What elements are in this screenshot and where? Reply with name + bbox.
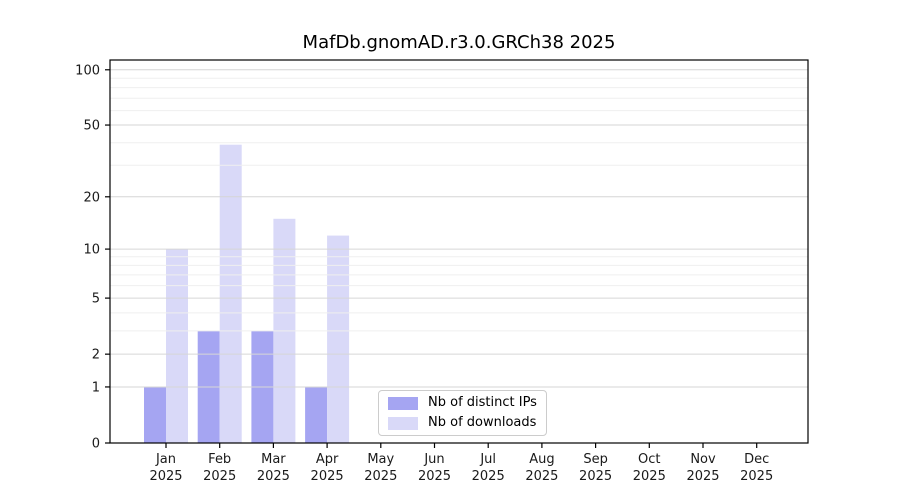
x-tick-label-year-dec: 2025 bbox=[740, 469, 773, 484]
legend-item-distinct-ips: Nb of distinct IPs bbox=[388, 395, 537, 412]
legend-swatch-downloads bbox=[388, 416, 418, 430]
x-tick-label-year-aug: 2025 bbox=[525, 469, 558, 484]
x-tick-label-month-jan: Jan bbox=[155, 452, 176, 467]
x-tick-label-year-nov: 2025 bbox=[686, 469, 719, 484]
y-tick-label-0: 0 bbox=[92, 437, 100, 452]
bar-nb-of-downloads-jan bbox=[166, 249, 188, 443]
x-tick-label-month-sep: Sep bbox=[583, 452, 608, 467]
legend-label-distinct-ips: Nb of distinct IPs bbox=[428, 395, 537, 410]
x-tick-label-year-jan: 2025 bbox=[149, 469, 182, 484]
x-tick-label-month-feb: Feb bbox=[208, 452, 231, 467]
y-tick-label-100: 100 bbox=[75, 63, 100, 78]
y-tick-label-50: 50 bbox=[83, 119, 100, 134]
x-tick-label-month-may: May bbox=[367, 452, 394, 467]
x-tick-label-year-jun: 2025 bbox=[418, 469, 451, 484]
x-tick-label-month-apr: Apr bbox=[316, 452, 339, 467]
y-tick-label-1: 1 bbox=[92, 380, 100, 395]
x-tick-label-month-jul: Jul bbox=[479, 452, 496, 467]
bar-nb-of-downloads-feb bbox=[219, 144, 242, 444]
y-tick-label-2: 2 bbox=[92, 348, 100, 363]
chart-title: MafDb.gnomAD.r3.0.GRCh38 2025 bbox=[302, 32, 616, 53]
y-tick-label-10: 10 bbox=[83, 243, 100, 258]
x-tick-label-year-sep: 2025 bbox=[579, 469, 612, 484]
y-tick-label-20: 20 bbox=[83, 190, 100, 205]
x-tick-label-year-may: 2025 bbox=[364, 469, 397, 484]
x-tick-label-year-feb: 2025 bbox=[203, 469, 236, 484]
bar-nb-of-distinct-ips-apr bbox=[305, 386, 328, 443]
x-tick-label-month-mar: Mar bbox=[261, 452, 286, 467]
legend: Nb of distinct IPs Nb of downloads bbox=[378, 390, 547, 436]
legend-swatch-distinct-ips bbox=[388, 396, 418, 410]
legend-label-downloads: Nb of downloads bbox=[428, 415, 537, 430]
x-tick-label-year-apr: 2025 bbox=[311, 469, 344, 484]
x-tick-label-year-oct: 2025 bbox=[633, 469, 666, 484]
x-tick-label-year-mar: 2025 bbox=[257, 469, 290, 484]
x-tick-label-year-jul: 2025 bbox=[472, 469, 505, 484]
bar-nb-of-downloads-apr bbox=[327, 235, 350, 443]
plot-frame bbox=[109, 59, 809, 444]
x-tick-label-month-aug: Aug bbox=[529, 452, 554, 467]
bar-nb-of-distinct-ips-jan bbox=[144, 386, 166, 443]
x-tick-label-month-nov: Nov bbox=[690, 452, 716, 467]
x-tick-label-month-dec: Dec bbox=[744, 452, 769, 467]
legend-item-downloads: Nb of downloads bbox=[388, 415, 537, 432]
x-tick-label-month-jun: Jun bbox=[423, 452, 444, 467]
x-tick-label-month-oct: Oct bbox=[638, 452, 660, 467]
y-tick-label-5: 5 bbox=[92, 292, 100, 307]
